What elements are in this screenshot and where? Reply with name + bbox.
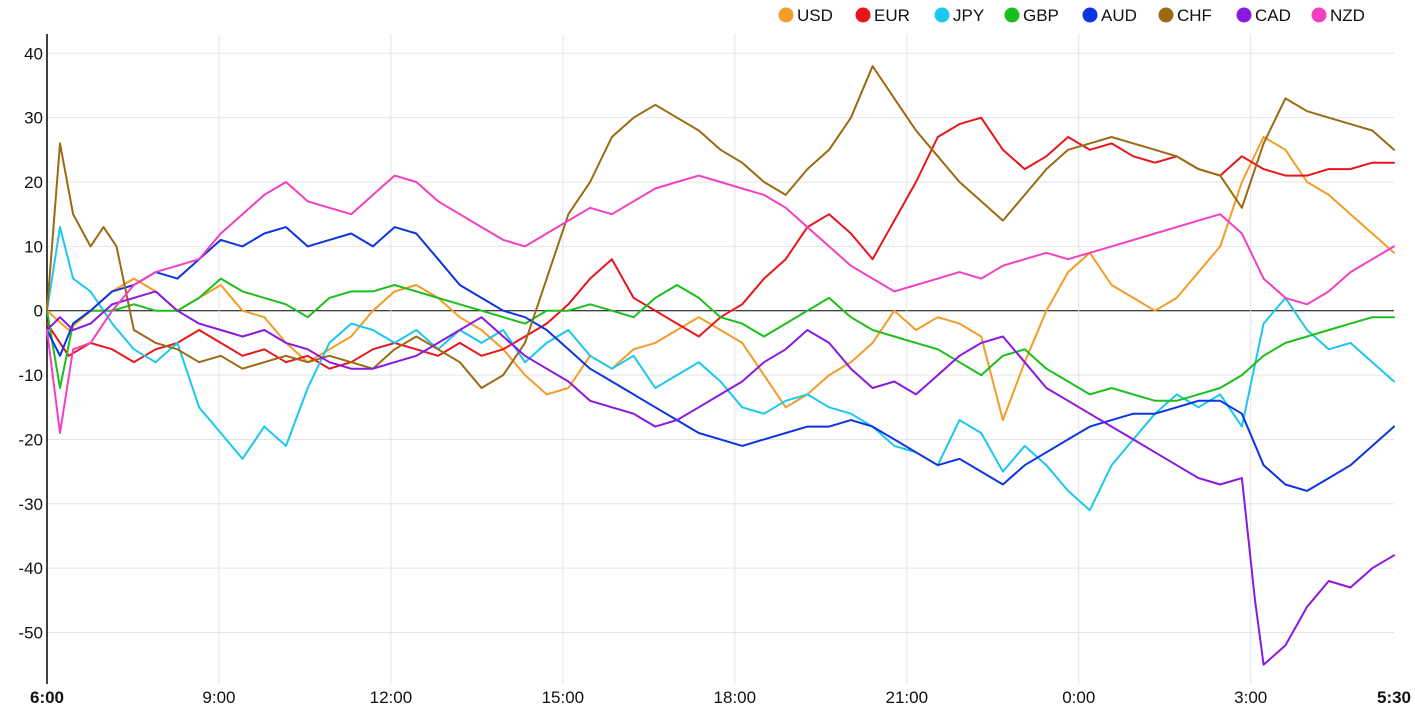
legend-label: AUD <box>1101 6 1137 25</box>
series-lines <box>46 65 1395 666</box>
series-line-usd <box>46 136 1395 422</box>
series-line-cad <box>46 290 1395 666</box>
y-tick-label: -20 <box>18 430 43 449</box>
x-tick-label: 5:30 <box>1377 688 1411 707</box>
legend-swatch <box>1082 7 1098 23</box>
x-tick-label: 21:00 <box>886 688 929 707</box>
legend-label: JPY <box>953 6 984 25</box>
legend-label: GBP <box>1023 6 1059 25</box>
legend-swatch <box>1004 7 1020 23</box>
axes: 40 30 20 10 0 -10 -20 -30 -40 -50 6:00 9:00 12:00 15:… <box>18 34 1411 707</box>
series-line-nzd <box>46 174 1395 434</box>
legend-item-nzd[interactable]: NZD <box>1311 6 1365 25</box>
legend-item-jpy[interactable]: JPY <box>934 6 985 25</box>
x-tick-label: 15:00 <box>542 688 585 707</box>
legend-item-eur[interactable]: EUR <box>855 6 910 25</box>
y-tick-label: 20 <box>24 173 43 192</box>
y-tick-label: 10 <box>24 237 43 256</box>
legend-swatch <box>855 7 871 23</box>
legend-swatch <box>1236 7 1252 23</box>
y-tick-label: -30 <box>18 495 43 514</box>
legend-swatch <box>934 7 950 23</box>
legend: USD EUR JPY GBP AUD CHF CAD NZD <box>778 6 1365 25</box>
x-tick-label: 0:00 <box>1062 688 1095 707</box>
legend-label: NZD <box>1330 6 1365 25</box>
grid <box>47 34 1394 684</box>
x-tick-label: 6:00 <box>30 688 64 707</box>
y-tick-label: -10 <box>18 366 43 385</box>
y-tick-label: 30 <box>24 109 43 128</box>
y-tick-label: 40 <box>24 44 43 63</box>
legend-label: CHF <box>1177 6 1212 25</box>
y-tick-label: -50 <box>18 624 43 643</box>
series-line-chf <box>46 65 1395 389</box>
legend-swatch <box>778 7 794 23</box>
x-tick-label: 12:00 <box>370 688 413 707</box>
series-line-jpy <box>46 226 1395 512</box>
legend-label: CAD <box>1255 6 1291 25</box>
legend-swatch <box>1158 7 1174 23</box>
legend-item-chf[interactable]: CHF <box>1158 6 1212 25</box>
series-line-aud <box>46 226 1395 492</box>
series-line-gbp <box>46 277 1395 402</box>
y-tick-label: -40 <box>18 559 43 578</box>
legend-item-aud[interactable]: AUD <box>1082 6 1137 25</box>
x-tick-label: 18:00 <box>714 688 757 707</box>
legend-label: USD <box>797 6 833 25</box>
legend-label: EUR <box>874 6 910 25</box>
legend-item-gbp[interactable]: GBP <box>1004 6 1059 25</box>
legend-swatch <box>1311 7 1327 23</box>
legend-item-usd[interactable]: USD <box>778 6 833 25</box>
x-tick-label: 3:00 <box>1234 688 1267 707</box>
x-tick-label: 9:00 <box>202 688 235 707</box>
y-tick-label: 0 <box>34 302 43 321</box>
legend-item-cad[interactable]: CAD <box>1236 6 1291 25</box>
